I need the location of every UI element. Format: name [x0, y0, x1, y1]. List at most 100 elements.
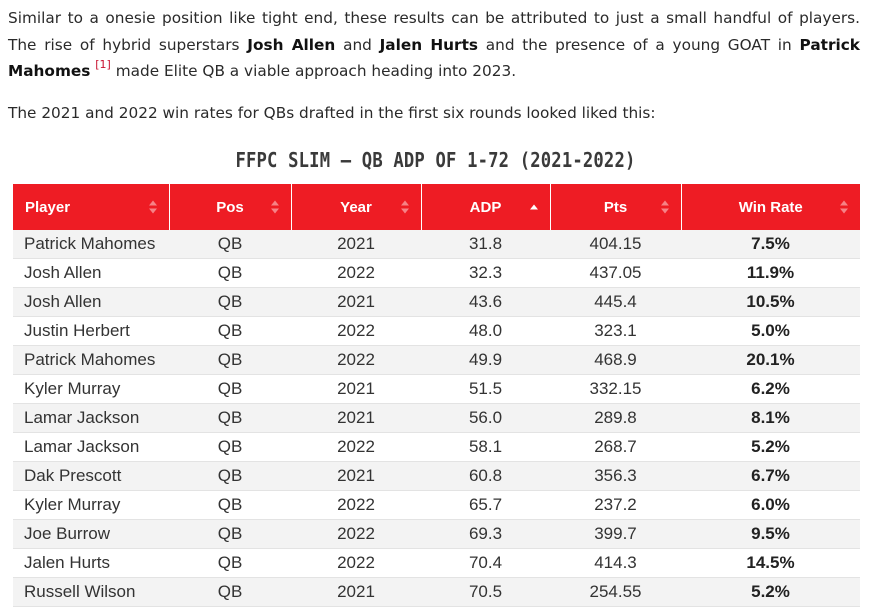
- sort-arrows-icon[interactable]: [840, 200, 848, 214]
- win-rate-cell: 5.2%: [681, 577, 860, 607]
- points-cell: 404.15: [550, 230, 681, 259]
- sort-up-arrow-icon: [529, 204, 538, 210]
- table-title: FFPC SLIM – QB ADP OF 1-72 (2021-2022): [235, 148, 636, 172]
- points-cell: 399.7: [550, 519, 681, 549]
- table-row: Joe Burrow QB 2022 69.3 399.7 9.5%: [13, 519, 860, 549]
- column-header-pts[interactable]: Pts: [550, 184, 682, 230]
- table-row: Lamar Jackson QB 2022 58.1 268.7 5.2%: [13, 432, 860, 462]
- adp-cell: 51.5: [421, 374, 550, 404]
- column-header-pos[interactable]: Pos: [169, 184, 292, 230]
- adp-cell: 56.0: [421, 403, 550, 433]
- table-row: Russell Wilson QB 2021 70.5 254.55 5.2%: [13, 577, 860, 607]
- sort-down-arrow-icon: [840, 208, 848, 214]
- table-row: Kyler Murray QB 2022 65.7 237.2 6.0%: [13, 490, 860, 520]
- win-rate-cell: 5.0%: [681, 316, 860, 346]
- footnote-link[interactable]: [1]: [95, 58, 111, 72]
- win-rate-cell: 8.1%: [681, 403, 860, 433]
- year-cell: 2022: [291, 258, 421, 288]
- year-cell: 2022: [291, 316, 421, 346]
- table-body: Patrick Mahomes QB 2021 31.8 404.15 7.5% Josh …: [13, 230, 860, 607]
- player-cell: Dak Prescott: [13, 461, 169, 491]
- points-cell: 254.55: [550, 577, 681, 607]
- column-header-player[interactable]: Player: [13, 184, 170, 230]
- player-cell: Lamar Jackson: [13, 403, 169, 433]
- intro-paragraph: Similar to a onesie position like tight …: [8, 5, 860, 85]
- sort-down-arrow-icon: [400, 208, 409, 214]
- player-cell: Joe Burrow: [13, 519, 169, 549]
- player-cell: Josh Allen: [13, 287, 169, 317]
- player-cell: Lamar Jackson: [13, 432, 169, 462]
- table-row: Josh Allen QB 2021 43.6 445.4 10.5%: [13, 287, 860, 317]
- win-rate-cell: 5.2%: [681, 432, 860, 462]
- adp-cell: 43.6: [421, 287, 550, 317]
- win-rate-cell: 7.5%: [681, 230, 860, 259]
- player-cell: Kyler Murray: [13, 490, 169, 520]
- year-cell: 2022: [291, 345, 421, 375]
- points-cell: 268.7: [550, 432, 681, 462]
- points-cell: 332.15: [550, 374, 681, 404]
- player-name-josh-allen: Josh Allen: [247, 35, 336, 54]
- adp-cell: 70.5: [421, 577, 550, 607]
- points-cell: 445.4: [550, 287, 681, 317]
- table-row: Justin Herbert QB 2022 48.0 323.1 5.0%: [13, 316, 860, 346]
- position-cell: QB: [169, 461, 291, 491]
- sort-arrows-icon[interactable]: [400, 200, 409, 214]
- points-cell: 437.05: [550, 258, 681, 288]
- intro-text-2: and: [335, 35, 380, 54]
- sort-down-arrow-icon: [660, 208, 669, 214]
- sort-up-arrow-icon: [270, 200, 279, 206]
- adp-cell: 58.1: [421, 432, 550, 462]
- win-rate-table: Player Pos Year ADP Pts Win Rate Patrick Maho…: [13, 184, 860, 607]
- adp-cell: 70.4: [421, 548, 550, 578]
- year-cell: 2021: [291, 287, 421, 317]
- position-cell: QB: [169, 548, 291, 578]
- adp-cell: 65.7: [421, 490, 550, 520]
- win-rate-cell: 6.2%: [681, 374, 860, 404]
- sort-up-arrow-icon: [148, 200, 157, 206]
- sort-arrows-icon[interactable]: [148, 200, 157, 214]
- player-name-patrick-mahomes: Patrick Mahomes: [8, 35, 860, 81]
- sort-arrows-icon[interactable]: [270, 200, 279, 214]
- player-name-jalen-hurts: Jalen Hurts: [379, 35, 479, 54]
- sort-up-arrow-icon: [660, 200, 669, 206]
- position-cell: QB: [169, 374, 291, 404]
- win-rate-cell: 11.9%: [681, 258, 860, 288]
- column-header-adp[interactable]: ADP: [421, 184, 551, 230]
- points-cell: 414.3: [550, 548, 681, 578]
- position-cell: QB: [169, 490, 291, 520]
- player-cell: Patrick Mahomes: [13, 345, 169, 375]
- year-cell: 2022: [291, 432, 421, 462]
- table-row: Dak Prescott QB 2021 60.8 356.3 6.7%: [13, 461, 860, 491]
- position-cell: QB: [169, 403, 291, 433]
- player-cell: Josh Allen: [13, 258, 169, 288]
- points-cell: 289.8: [550, 403, 681, 433]
- win-rate-cell: 9.5%: [681, 519, 860, 549]
- win-rate-cell: 20.1%: [681, 345, 860, 375]
- points-cell: 323.1: [550, 316, 681, 346]
- table-row: Josh Allen QB 2022 32.3 437.05 11.9%: [13, 258, 860, 288]
- position-cell: QB: [169, 316, 291, 346]
- sort-arrows-icon[interactable]: [660, 200, 669, 214]
- column-header-label: Year: [340, 198, 372, 216]
- adp-cell: 31.8: [421, 230, 550, 259]
- year-cell: 2022: [291, 519, 421, 549]
- points-cell: 356.3: [550, 461, 681, 491]
- year-cell: 2022: [291, 490, 421, 520]
- sort-down-arrow-icon: [270, 208, 279, 214]
- player-cell: Kyler Murray: [13, 374, 169, 404]
- column-header-label: Pos: [216, 198, 244, 216]
- lead-paragraph: The 2021 and 2022 win rates for QBs draf…: [8, 104, 656, 122]
- year-cell: 2021: [291, 230, 421, 259]
- column-header-year[interactable]: Year: [291, 184, 422, 230]
- position-cell: QB: [169, 230, 291, 259]
- player-cell: Jalen Hurts: [13, 548, 169, 578]
- win-rate-cell: 10.5%: [681, 287, 860, 317]
- position-cell: QB: [169, 345, 291, 375]
- year-cell: 2021: [291, 374, 421, 404]
- table-row: Patrick Mahomes QB 2021 31.8 404.15 7.5%: [13, 230, 860, 259]
- column-header-win-rate[interactable]: Win Rate: [681, 184, 860, 230]
- sort-arrows-icon[interactable]: [529, 204, 538, 210]
- player-cell: Justin Herbert: [13, 316, 169, 346]
- win-rate-cell: 14.5%: [681, 548, 860, 578]
- intro-text-1: Similar to a onesie position like tight …: [8, 9, 860, 54]
